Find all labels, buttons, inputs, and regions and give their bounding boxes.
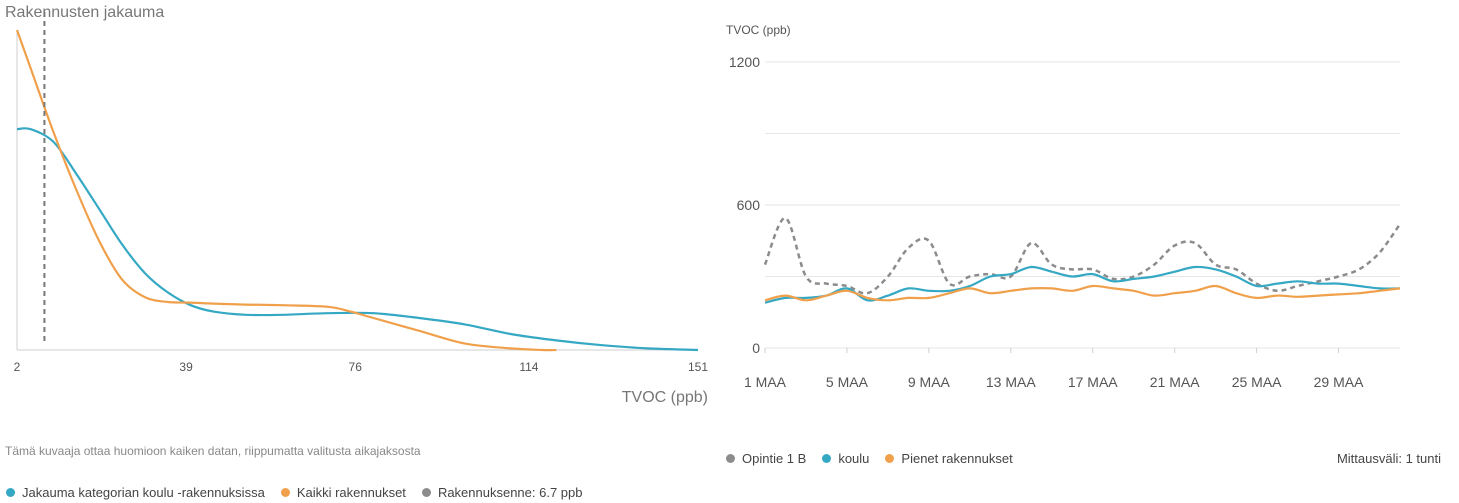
legend-dot-gray (421, 488, 431, 497)
x-tick-label: 2 (14, 360, 21, 374)
legend-dot-orange (885, 454, 895, 463)
x-tick-label: 76 (349, 360, 363, 374)
legend-item-small-buildings[interactable]: Pienet rakennukset (885, 451, 1013, 466)
legend-label: Pienet rakennukset (901, 451, 1013, 466)
x-tick-label: 29 MAA (1314, 374, 1364, 390)
legend-item-opintie[interactable]: Opintie 1 B (726, 451, 806, 466)
y-tick-label: 0 (752, 340, 760, 356)
distribution-legend: Jakauma kategorian koulu -rakennuksissa … (6, 485, 599, 500)
legend-label: Kaikki rakennukset (296, 485, 406, 500)
series-line (764, 265, 1401, 304)
legend-label: Rakennuksenne: 6.7 ppb (437, 485, 583, 500)
series-line (763, 216, 1402, 295)
legend-label: Opintie 1 B (742, 451, 807, 466)
timeseries-legend: Opintie 1 B koulu Pienet rakennukset (726, 451, 1029, 466)
measurement-interval: Mittausväli: 1 tunti (1336, 451, 1441, 466)
distribution-note: Tämä kuvaaja ottaa huomioon kaiken datan… (5, 444, 421, 458)
y-tick-label: 1200 (729, 54, 760, 70)
legend-item-your-building[interactable]: Rakennuksenne: 6.7 ppb (421, 485, 583, 500)
legend-dot-orange (280, 488, 290, 497)
x-tick-label: 25 MAA (1232, 374, 1282, 390)
legend-item-all-buildings[interactable]: Kaikki rakennukset (280, 485, 406, 500)
legend-label: koulu (838, 451, 870, 466)
x-tick-label: 17 MAA (1068, 374, 1118, 390)
series-line (764, 284, 1401, 302)
x-axis-label: TVOC (ppb) (622, 389, 708, 406)
legend-item-koulu[interactable]: koulu (822, 451, 869, 466)
x-tick-label: 1 MAA (744, 374, 787, 390)
series-line (16, 127, 699, 352)
legend-item-koulu-distribution[interactable]: Jakauma kategorian koulu -rakennuksissa (6, 485, 265, 500)
legend-dot-gray (726, 454, 735, 463)
x-tick-label: 114 (519, 360, 538, 374)
timeseries-chart: TVOC (ppb) 0 600 1200 1 MAA 5 MAA 9 MAA 13 MAA 1… (726, 23, 1402, 390)
x-tick-label: 151 (688, 360, 708, 374)
y-axis-label: TVOC (ppb) (726, 23, 791, 37)
legend-label: Jakauma kategorian koulu -rakennuksissa (22, 485, 265, 500)
x-tick-label: 21 MAA (1150, 374, 1200, 390)
series-line (15, 29, 557, 352)
legend-dot-blue (6, 488, 15, 497)
distribution-chart: 2 39 76 114 151 TVOC (ppb) (14, 12, 708, 406)
y-tick-label: 600 (737, 197, 761, 213)
legend-dot-blue (822, 454, 832, 463)
x-tick-label: 5 MAA (826, 374, 869, 390)
x-tick-label: 9 MAA (908, 374, 951, 390)
x-tick-label: 39 (179, 360, 193, 374)
x-tick-label: 13 MAA (986, 374, 1036, 390)
